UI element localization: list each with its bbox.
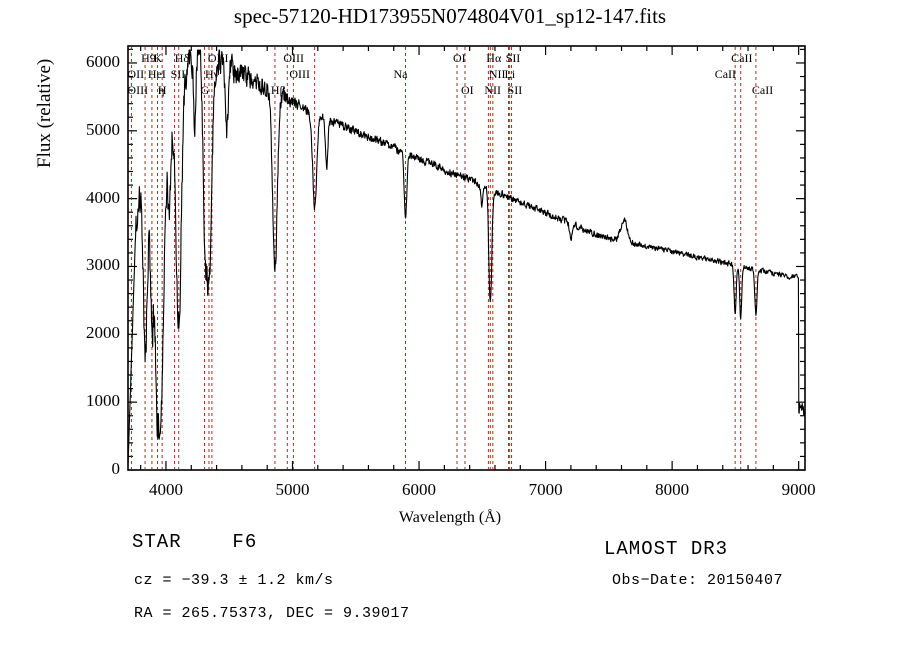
spectral-line-label-SII-6716: SII	[505, 51, 521, 65]
spectral-line-label-Li-6707: Li	[504, 67, 516, 81]
spectral-line-label-CaII-8542: CaII	[714, 67, 737, 81]
y-tick-label-3000: 3000	[86, 255, 120, 275]
spectral-line-label-NII-6583: NII	[488, 67, 506, 81]
spectral-line-label-SII-6731: SII	[507, 83, 523, 97]
figure-title: spec-57120-HD173955N074804V01_sp12-147.f…	[233, 4, 667, 28]
object-class: STAR F6	[132, 531, 257, 553]
spectral-line-label-Hα-6563: Hα	[486, 51, 502, 65]
spectral-line-label-Hβ-4861: Hβ	[270, 83, 286, 97]
spectral-line-label-NII-6548: NII	[484, 83, 502, 97]
y-tick-label-0: 0	[111, 459, 121, 478]
object-subclass-text: F6	[232, 531, 258, 553]
y-tick-label-1000: 1000	[86, 391, 120, 411]
spectral-line-label-η-3970: η	[158, 83, 165, 97]
spectral-line-label-H-3968: H	[157, 83, 167, 97]
y-tick-label-2000: 2000	[86, 323, 120, 343]
spectral-line-label-Hγ-4340: Hγ	[204, 67, 219, 81]
x-tick-label-9000: 9000	[781, 480, 816, 499]
observation-date: Obs−Date: 20150407	[612, 572, 784, 589]
y-axis-label-text: Flux (relative)	[34, 58, 55, 168]
x-axis-label: Wavelength (Å)	[398, 509, 502, 526]
survey-name: LAMOST DR3	[604, 538, 729, 560]
spectral-line-label-CaII-8498: CaII	[731, 51, 753, 65]
spectral-line-label-OIII-5007: OIII	[289, 67, 311, 81]
spectral-line-label-K-3933: K	[153, 51, 163, 65]
x-tick-label-6000: 6000	[402, 480, 437, 499]
x-tick-label-5000: 5000	[275, 480, 310, 499]
spectral-line-label-HeI-3889: HeI	[147, 67, 166, 81]
x-tick-label-4000: 4000	[148, 480, 183, 499]
object-class-text: STAR	[132, 531, 182, 553]
spectral-line-label-Na-5893: Na	[393, 67, 408, 81]
spectral-line-label-OII-3727: OII	[127, 67, 145, 81]
redshift-velocity: cz = −39.3 ± 1.2 km/s	[134, 572, 334, 589]
coordinates: RA = 265.75373, DEC = 9.39017	[134, 605, 410, 622]
plot-frame-layer	[127, 45, 806, 471]
spectral-line-label-OI-6300: OI	[453, 51, 466, 65]
spectral-line-label-OIII-4959: OIII	[283, 51, 304, 65]
spectral-line-label-SII-4068: SII	[170, 67, 186, 81]
spectral-line-label-OIII-3727: OIII	[127, 83, 149, 97]
axis-ticks-layer	[128, 46, 805, 471]
spectral-line-label-H9-3835: H9	[141, 51, 156, 65]
y-tick-label-4000: 4000	[86, 187, 120, 207]
spectral-line-label-G-4305: G	[200, 83, 210, 97]
y-axis-label: Flux (relative)	[34, 59, 56, 168]
spectral-line-label-CaII-8662: CaII	[751, 83, 774, 97]
spectral-line-label-OIII-4363: OIII	[207, 51, 229, 65]
spectrum-trace-layer	[128, 49, 805, 466]
spectral-line-label-Hδ-4101: Hδ	[174, 51, 190, 65]
spectral-line-label-OI-6363: OI	[460, 83, 474, 97]
x-tick-label-7000: 7000	[528, 480, 563, 499]
x-tick-label-8000: 8000	[655, 480, 690, 499]
y-tick-label-5000: 5000	[86, 119, 120, 139]
y-tick-label-6000: 6000	[86, 51, 120, 71]
